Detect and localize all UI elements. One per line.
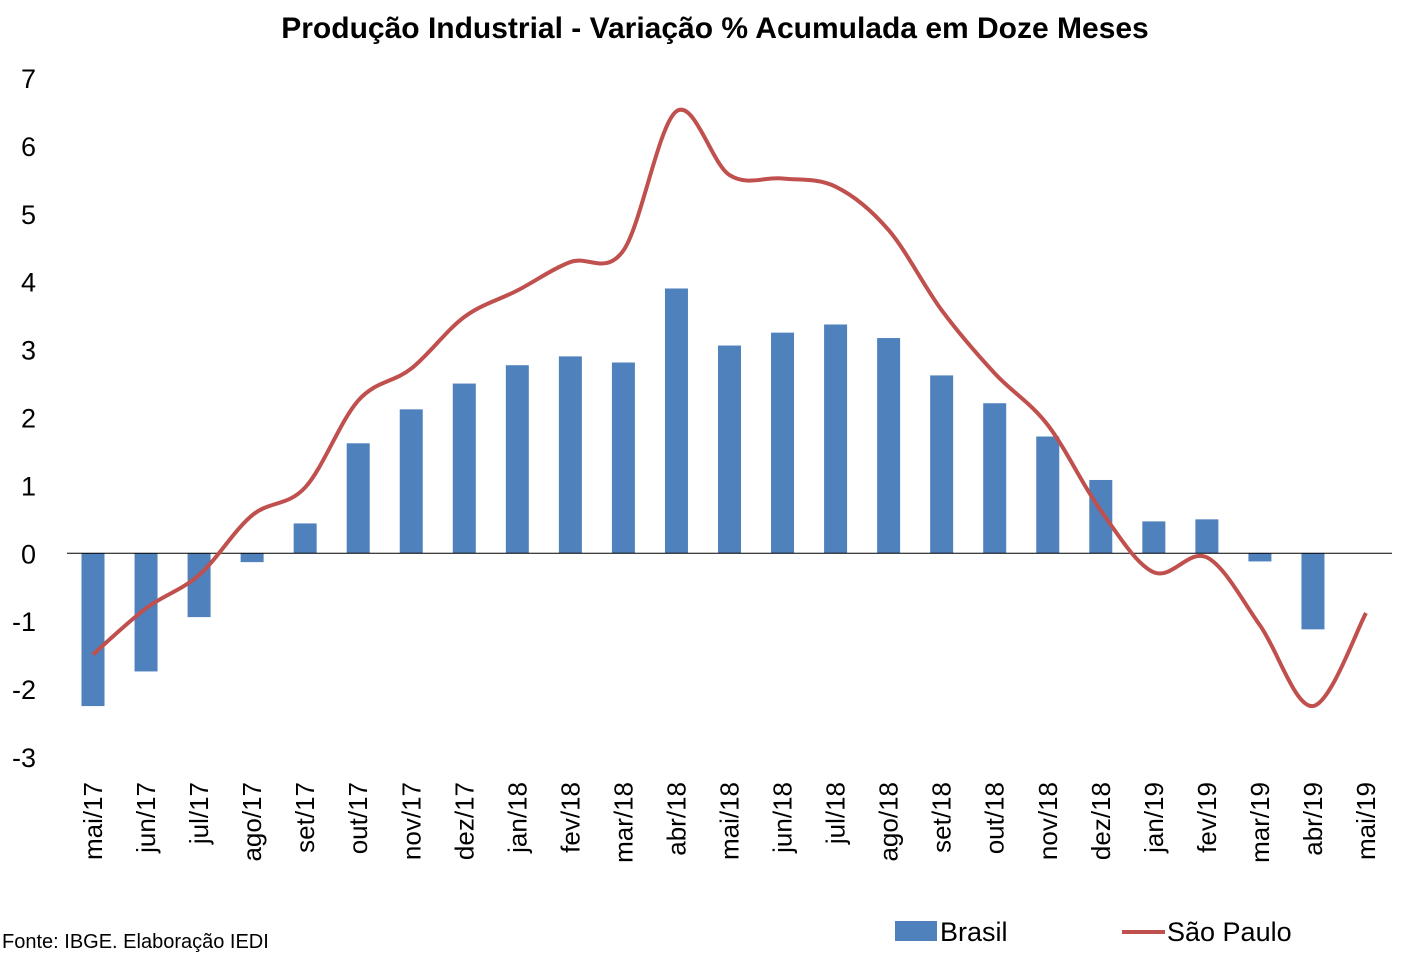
x-tick-label: jan/18 — [502, 782, 532, 854]
x-tick-label: fev/18 — [555, 782, 585, 853]
bar-brasil-out-17 — [346, 443, 370, 554]
x-tick-label: mar/18 — [608, 782, 638, 863]
brasil-bars — [81, 288, 1325, 707]
legend-brasil-label: Brasil — [940, 917, 1008, 947]
x-tick-label: ago/17 — [237, 782, 267, 862]
bar-brasil-set-17 — [293, 523, 317, 554]
bar-brasil-mai-17 — [81, 553, 105, 707]
bar-brasil-jul-17 — [187, 553, 211, 618]
chart-title: Produção Industrial - Variação % Acumula… — [281, 12, 1149, 45]
bar-brasil-set-18 — [930, 375, 954, 554]
x-tick-label: out/17 — [343, 782, 373, 854]
x-tick-label: mai/17 — [78, 782, 108, 860]
bar-brasil-nov-18 — [1036, 436, 1060, 554]
x-tick-label: jul/17 — [184, 782, 214, 845]
x-tick-label: out/18 — [980, 782, 1010, 854]
bar-brasil-fev-19 — [1195, 519, 1219, 554]
y-axis: 7 6 5 4 3 2 1 0 -1 -2 -3 — [12, 64, 36, 773]
bar-brasil-out-18 — [983, 403, 1007, 554]
source-note: Fonte: IBGE. Elaboração IEDI — [2, 931, 269, 953]
x-tick-label: mai/18 — [715, 782, 745, 860]
x-tick-label: fev/19 — [1192, 782, 1222, 853]
x-tick-label: set/18 — [927, 782, 957, 853]
bar-brasil-jul-18 — [824, 324, 848, 554]
y-tick-label: -2 — [12, 675, 36, 705]
x-tick-label: abr/18 — [661, 782, 691, 856]
y-tick-label: 2 — [21, 404, 36, 434]
bar-brasil-mar-18 — [611, 362, 635, 554]
y-tick-label: 5 — [21, 200, 36, 230]
x-tick-label: set/17 — [290, 782, 320, 853]
bar-brasil-abr-18 — [664, 288, 688, 554]
bar-brasil-ago-18 — [877, 338, 901, 554]
x-tick-label: ago/18 — [874, 782, 904, 862]
x-tick-label: abr/19 — [1298, 782, 1328, 856]
x-tick-label: mai/19 — [1351, 782, 1381, 860]
x-tick-label: jan/19 — [1139, 782, 1169, 854]
bar-brasil-jan-18 — [505, 365, 529, 554]
bar-brasil-mai-18 — [718, 345, 741, 554]
x-tick-label: jul/18 — [821, 782, 851, 845]
x-tick-label: dez/18 — [1086, 782, 1116, 860]
bar-brasil-ago-17 — [240, 553, 264, 563]
bar-brasil-jun-18 — [771, 332, 795, 554]
y-tick-label: 7 — [21, 64, 36, 94]
bar-brasil-jun-17 — [134, 553, 158, 672]
x-tick-label: nov/17 — [396, 782, 426, 860]
y-tick-label: 1 — [21, 471, 36, 501]
legend-brasil-swatch — [895, 921, 937, 941]
y-tick-label: 3 — [21, 336, 36, 366]
y-tick-label: -1 — [12, 607, 36, 637]
bar-brasil-fev-18 — [558, 356, 582, 554]
bar-brasil-jan-19 — [1142, 521, 1166, 554]
y-tick-label: 0 — [21, 539, 36, 569]
legend: Brasil São Paulo — [895, 917, 1292, 947]
x-tick-label: dez/17 — [449, 782, 479, 860]
x-tick-label: mar/19 — [1245, 782, 1275, 863]
y-tick-label: 6 — [21, 132, 36, 162]
bar-brasil-abr-19 — [1301, 553, 1325, 630]
sao-paulo-line — [91, 107, 1368, 709]
x-axis: mai/17 jun/17 jul/17 ago/17 set/17 out/17 nov/… — [78, 782, 1381, 863]
x-tick-label: jun/17 — [131, 782, 161, 854]
legend-sao-paulo-label: São Paulo — [1167, 917, 1292, 947]
x-tick-label: jun/18 — [768, 782, 798, 854]
x-tick-label: nov/18 — [1033, 782, 1063, 860]
bar-brasil-mar-19 — [1248, 553, 1272, 562]
bar-brasil-dez-17 — [452, 383, 476, 554]
y-tick-label: 4 — [21, 268, 36, 298]
bar-brasil-dez-18 — [1089, 479, 1113, 554]
bar-brasil-nov-17 — [399, 409, 423, 554]
y-tick-label: -3 — [12, 743, 36, 773]
